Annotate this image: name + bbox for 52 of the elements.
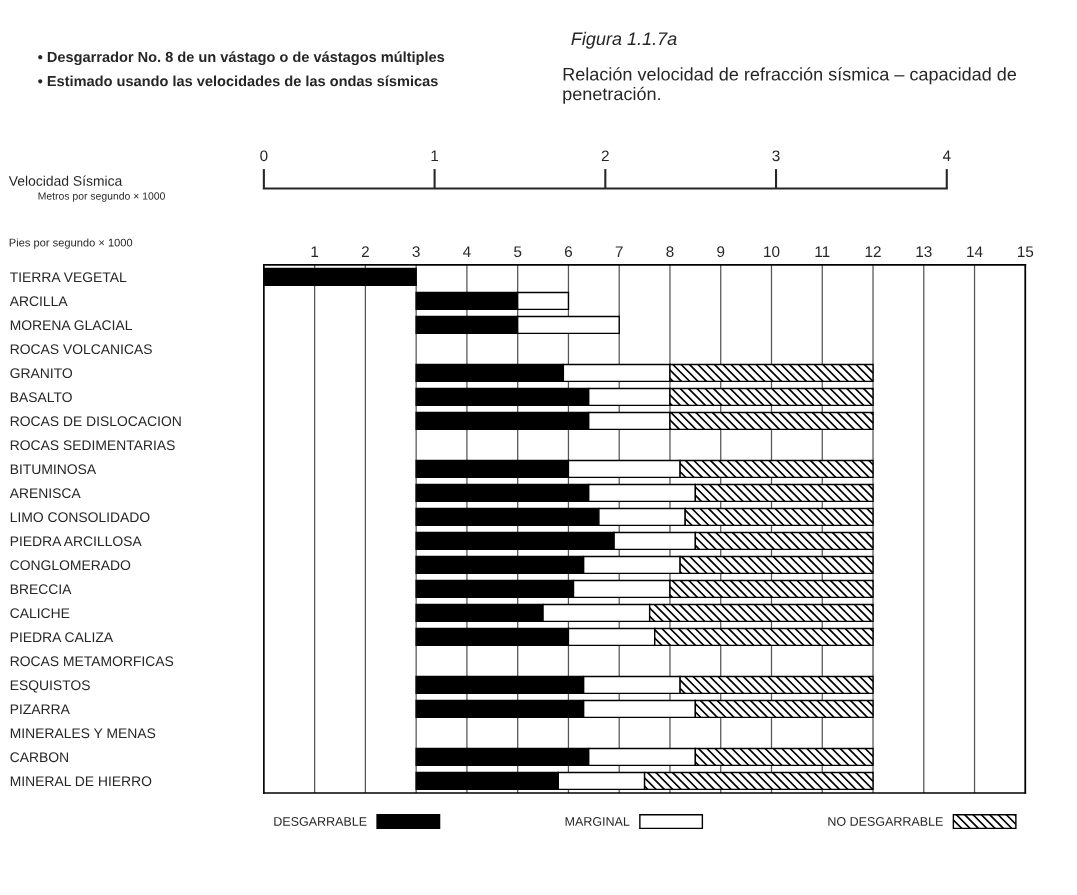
x-tick-label: 14 [967, 246, 983, 257]
x-tick-label: 13 [916, 246, 932, 258]
chart-subtitle: Relación velocidad de refracción sísmica – capacidad de penetración. [563, 67, 1017, 104]
text: • Estimado usando las velocidades de las ondas sísmicas [38, 75, 438, 87]
x-axis-title: Pies por segundo × 1000 [9, 238, 133, 249]
y-tick-label: ESQUISTOS [10, 680, 90, 693]
x-tick-label: 2 [361, 246, 369, 257]
legend-label: MARGINAL [565, 817, 630, 826]
y-tick-label: TIERRA VEGETAL [10, 272, 127, 283]
x-tick-label: 15 [1017, 246, 1034, 258]
x2-tick-label: 4 [942, 150, 951, 162]
y-tick-label: MINERAL DE HIERRO [10, 776, 152, 787]
x-tick-label: 8 [666, 246, 674, 258]
x-tick-label: 9 [717, 246, 725, 258]
x2-axis-title: Velocidad Sísmica [8, 175, 123, 186]
x-tick-label: 1 [311, 246, 319, 257]
x-tick-label: 11 [815, 246, 830, 257]
y-tick-label: LIMO CONSOLIDADO [10, 512, 150, 523]
y-tick-label: BASALTO [10, 392, 72, 403]
y-tick-label: PIEDRA CALIZA [10, 632, 114, 643]
x2-tick-label: 2 [601, 150, 609, 162]
x-tick-label: 5 [514, 246, 522, 258]
y-tick-label: PIEDRA ARCILLOSA [10, 536, 142, 547]
y-tick-label: GRANITO [10, 368, 73, 379]
text: • Desgarrador No. 8 de un vástago o de vástagos múltiples [38, 51, 445, 66]
x-tick-label: 6 [564, 246, 573, 258]
y-tick-label: MORENA GLACIAL [10, 320, 132, 331]
y-tick-label: PIZARRA [10, 704, 70, 714]
x-tick-label: 3 [412, 246, 420, 258]
y-tick-label: MINERALES Y MENAS [10, 728, 156, 739]
y-tick-label: ARENISCA [9, 488, 81, 499]
y-tick-label: ROCAS VOLCANICAS [10, 344, 152, 355]
y-tick-label: ROCAS METAMORFICAS [10, 656, 174, 667]
x2-tick-label: 3 [772, 150, 780, 162]
y-tick-label: CALICHE [10, 608, 70, 619]
y-tick-label: BITUMINOSA [10, 464, 97, 475]
x2-tick-label: 1 [431, 150, 439, 162]
x-tick-label: 12 [865, 246, 881, 257]
x-tick-label: 7 [615, 246, 623, 257]
y-tick-label: CONGLOMERADO [10, 560, 131, 571]
y-tick-label: ARCILLA [9, 296, 68, 307]
y-tick-label: BRECCIA [10, 584, 72, 595]
x-tick-label: 4 [463, 246, 471, 257]
text: Metros por segundo × 1000 [38, 192, 165, 202]
chart-title: Figura 1.1.7a [571, 31, 677, 49]
x2-tick-label: 0 [260, 150, 268, 162]
y-tick-label: ROCAS DE DISLOCACION [10, 416, 181, 427]
legend-label: DESGARRABLE [274, 817, 367, 826]
x-tick-label: 10 [764, 246, 780, 258]
y-tick-label: CARBON [10, 752, 68, 763]
y-tick-label: ROCAS SEDIMENTARIAS [10, 440, 175, 451]
legend-label: NO DESGARRABLE [828, 817, 943, 826]
